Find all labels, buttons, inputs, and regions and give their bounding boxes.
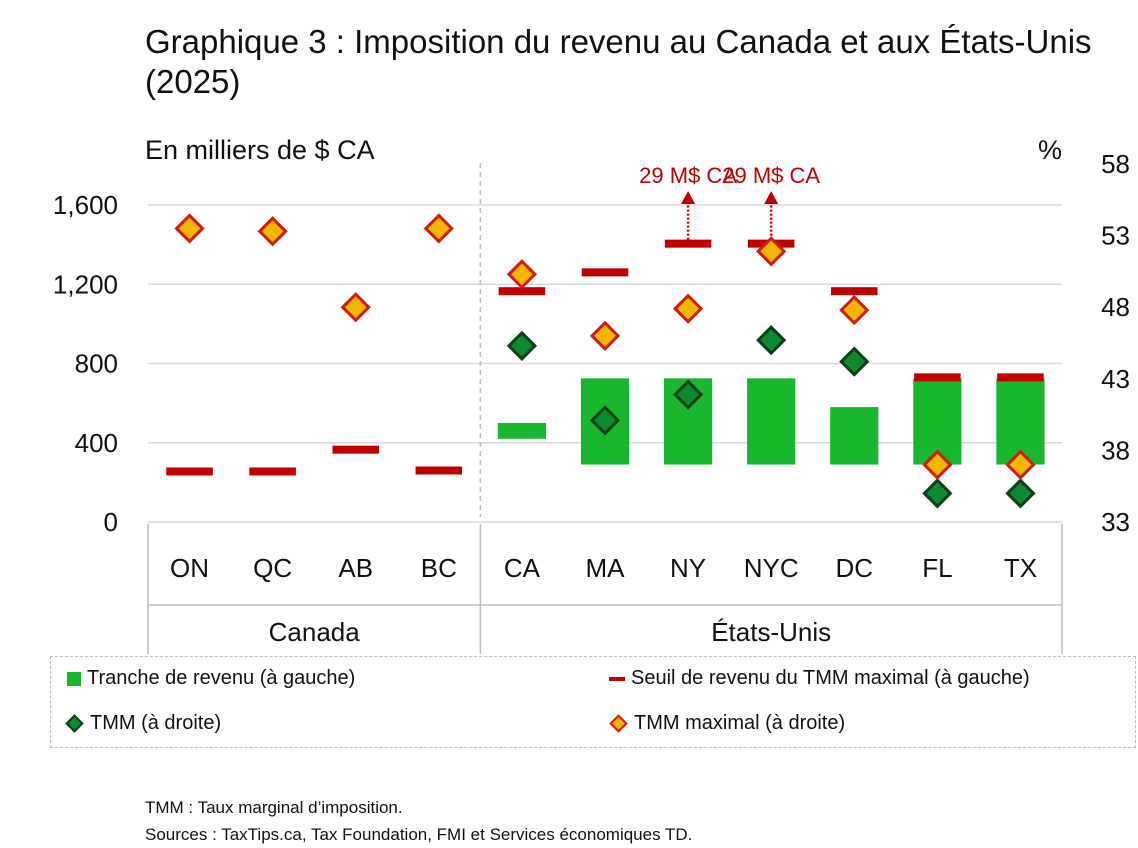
tmm-max-marker bbox=[1005, 449, 1036, 480]
tmm-marker bbox=[1005, 478, 1036, 509]
threshold-swatch bbox=[609, 676, 625, 681]
category-label: MA bbox=[586, 553, 626, 583]
threshold-dash bbox=[914, 373, 961, 382]
category-label: FL bbox=[922, 553, 952, 583]
tmm-marker bbox=[506, 330, 538, 361]
threshold-dash bbox=[332, 445, 379, 454]
legend-threshold-label: Seuil de revenu du TMM maximal (à gauche… bbox=[631, 667, 1030, 689]
threshold-dash bbox=[166, 467, 213, 476]
legend-item-bracket: Tranche de revenu (à gauche) bbox=[67, 667, 355, 690]
threshold-dash bbox=[581, 268, 629, 277]
tmm-max-marker bbox=[174, 213, 205, 244]
right-tick-label: 48 bbox=[1101, 292, 1130, 322]
legend-item-threshold: Seuil de revenu du TMM maximal (à gauche… bbox=[609, 667, 1030, 690]
threshold-dash bbox=[415, 466, 463, 475]
legend-tmm-max-label: TMM maximal (à droite) bbox=[634, 712, 846, 734]
category-label: AB bbox=[338, 553, 373, 583]
left-tick-label: 400 bbox=[75, 428, 118, 458]
tmm-max-marker bbox=[672, 293, 704, 324]
footnote-definition: TMM : Taux marginal d’imposition. bbox=[145, 798, 403, 817]
group-label: États-Unis bbox=[711, 617, 831, 647]
tmm-max-marker bbox=[257, 216, 288, 247]
legend-tmm-label: TMM (à droite) bbox=[90, 712, 222, 734]
tmm-marker bbox=[589, 405, 621, 436]
threshold-dash bbox=[997, 373, 1044, 382]
category-label: NY bbox=[670, 553, 706, 583]
threshold-dash bbox=[831, 287, 878, 296]
bracket-bar bbox=[747, 378, 796, 465]
right-tick-label: 53 bbox=[1101, 221, 1130, 251]
category-labels: ON QC AB BC CA MA NY NYC DC FL TX Canada États-Unis bbox=[170, 553, 1037, 647]
annotation-arrow-head bbox=[764, 191, 779, 204]
category-label: CA bbox=[504, 553, 541, 583]
footnotes: TMM : Taux marginal d’imposition. Source… bbox=[145, 794, 692, 848]
left-tick-label: 800 bbox=[75, 349, 118, 379]
category-label: DC bbox=[835, 553, 873, 583]
category-label: BC bbox=[421, 553, 457, 583]
tmm-max-marker bbox=[839, 294, 870, 326]
category-frame bbox=[147, 163, 1063, 654]
tmm-max-marker bbox=[423, 213, 454, 244]
footnote-sources: Sources : TaxTips.ca, Tax Foundation, FM… bbox=[145, 825, 693, 844]
category-label: TX bbox=[1004, 553, 1037, 583]
chart-plot: En milliers de $ CA % 0 400 800 1,200 1,600 3… bbox=[53, 135, 1130, 654]
legend: Tranche de revenu (à gauche) Seuil de re… bbox=[50, 656, 1136, 748]
bracket-bar bbox=[830, 407, 879, 465]
tmm-max-marker bbox=[340, 292, 371, 323]
left-axis-unit: En milliers de $ CA bbox=[145, 135, 375, 165]
annotation-arrow-head bbox=[681, 191, 696, 204]
right-axis-unit: % bbox=[1038, 135, 1062, 165]
threshold-dashes bbox=[166, 239, 1044, 476]
bracket-bars bbox=[497, 378, 1045, 465]
tmm-marker bbox=[672, 379, 704, 410]
bracket-bar bbox=[497, 422, 547, 439]
threshold-dash bbox=[249, 467, 296, 476]
group-label: Canada bbox=[269, 617, 361, 647]
legend-item-tmm-max: TMM maximal (à droite) bbox=[609, 712, 845, 735]
gridlines bbox=[148, 204, 1062, 523]
category-label: NYC bbox=[744, 553, 799, 583]
tmm-marker bbox=[839, 346, 870, 377]
tmm-max-marker bbox=[922, 449, 953, 480]
axis-ticks: 0 400 800 1,200 1,600 33 38 43 48 53 58 bbox=[53, 149, 1130, 537]
tmm-marker bbox=[756, 325, 787, 356]
tmm-diamond-swatch bbox=[65, 714, 84, 733]
left-tick-label: 0 bbox=[104, 507, 118, 537]
legend-bracket-label: Tranche de revenu (à gauche) bbox=[87, 667, 356, 689]
legend-item-tmm: TMM (à droite) bbox=[65, 712, 221, 735]
tmm-max-diamond-swatch bbox=[609, 714, 628, 733]
tmm-max-marker bbox=[756, 236, 787, 267]
tmm-max-marker bbox=[506, 259, 538, 290]
threshold-dash bbox=[664, 239, 712, 248]
threshold-dash bbox=[498, 287, 546, 296]
diamond-markers bbox=[174, 213, 1036, 509]
left-tick-label: 1,600 bbox=[53, 190, 118, 220]
right-tick-label: 58 bbox=[1101, 149, 1130, 179]
right-tick-label: 38 bbox=[1101, 435, 1130, 465]
left-tick-label: 1,200 bbox=[53, 269, 118, 299]
bracket-swatch bbox=[67, 671, 81, 686]
annotation-label: 29 M$ CA bbox=[639, 163, 737, 188]
category-label: ON bbox=[170, 553, 209, 583]
chart-title: Graphique 3 : Imposition du revenu au Ca… bbox=[145, 23, 1092, 100]
annotation-label: 29 M$ CA bbox=[722, 163, 820, 188]
tmm-marker bbox=[922, 478, 953, 509]
right-tick-label: 43 bbox=[1101, 364, 1130, 394]
tmm-max-marker bbox=[589, 320, 621, 351]
right-tick-label: 33 bbox=[1101, 507, 1130, 537]
category-label: QC bbox=[253, 553, 292, 583]
